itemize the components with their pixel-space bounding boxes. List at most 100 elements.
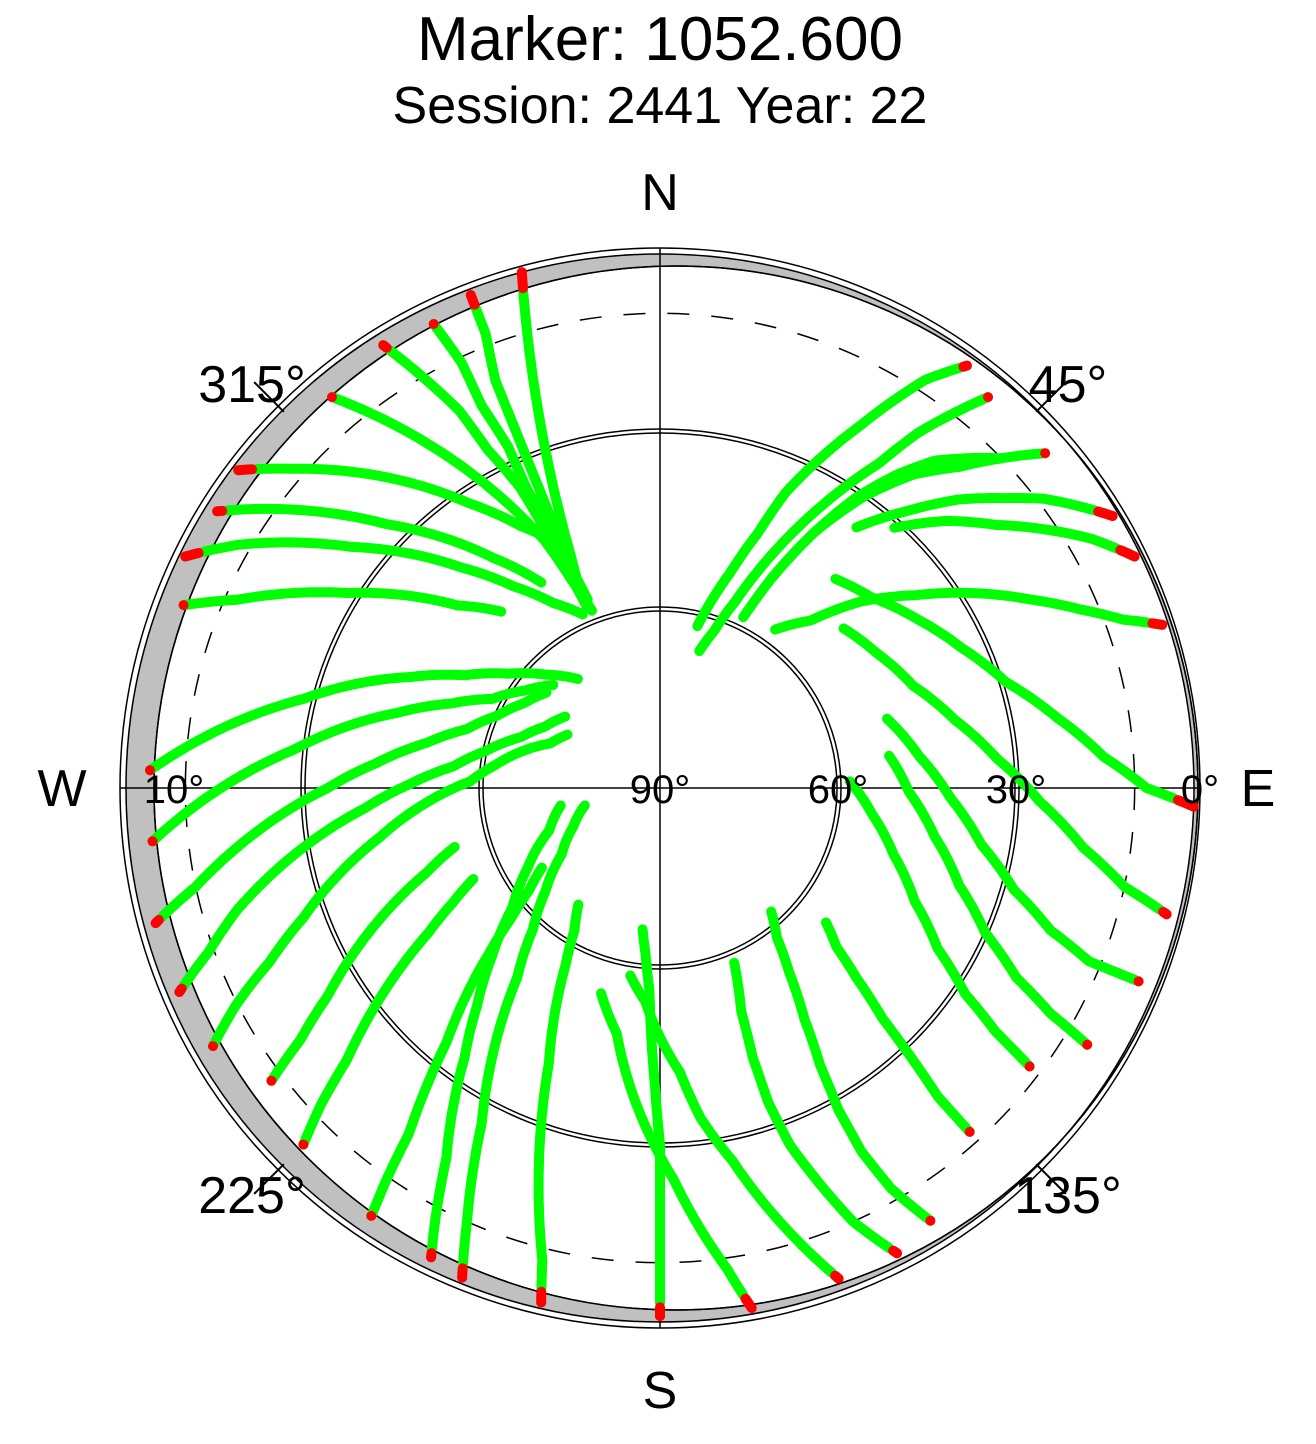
azimuth-label-45: 45° — [1029, 356, 1108, 414]
elevation-label-60: 60° — [808, 768, 869, 812]
satellite-track-23 — [298, 874, 479, 1150]
elevation-label-30: 30° — [986, 768, 1047, 812]
satellite-track-28 — [147, 680, 559, 847]
satellite-track-1 — [692, 360, 972, 632]
track-segment-tracked — [770, 587, 1154, 635]
track-start-point — [147, 836, 158, 847]
azimuth-tick-315 — [253, 381, 285, 413]
track-segment-tracked — [533, 899, 584, 1294]
satellite-track-8 — [830, 573, 1199, 812]
track-start-point — [178, 600, 189, 611]
azimuth-label-315: 315° — [198, 356, 306, 414]
azimuth-ticks — [253, 381, 1067, 1195]
cardinal-north-label: N — [641, 164, 679, 222]
satellite-track-21 — [426, 800, 566, 1263]
satellite-tracks — [145, 267, 1199, 1322]
satellite-track-22 — [366, 862, 547, 1221]
cardinal-south-label: S — [643, 1362, 678, 1420]
track-start-point — [892, 1248, 902, 1259]
track-segment-tracked — [830, 573, 1180, 804]
satellite-track-14 — [766, 906, 936, 1226]
track-start-point — [327, 392, 337, 403]
track-start-point — [208, 1041, 218, 1052]
track-segment-tracked — [694, 392, 993, 657]
track-start-point — [465, 290, 476, 300]
track-start-point — [180, 551, 191, 562]
track-segment-tracked — [198, 537, 588, 620]
track-start-point — [961, 360, 972, 371]
track-start-point — [964, 1126, 975, 1137]
satellite-track-29 — [145, 668, 583, 776]
satellite-track-31 — [180, 537, 588, 620]
azimuth-tick-45 — [1035, 381, 1067, 413]
track-segment-tracked — [157, 687, 552, 922]
track-segment-tracked — [889, 515, 1122, 554]
track-start-point — [378, 340, 389, 351]
chart-title: Marker: 1052.600 — [417, 5, 903, 74]
cardinal-west-label: W — [37, 760, 86, 818]
track-start-point — [457, 1272, 468, 1283]
track-segment-tracked — [884, 750, 1093, 1050]
track-segment-tracked — [145, 668, 583, 776]
track-segment-tracked — [179, 711, 571, 991]
satellite-track-4 — [766, 448, 1051, 584]
track-segment-tracked — [838, 623, 1165, 915]
satellite-track-2 — [694, 392, 993, 657]
satellite-track-7 — [770, 587, 1168, 635]
satellite-track-6 — [889, 515, 1140, 562]
satellite-track-19 — [533, 899, 584, 1308]
track-start-point — [233, 465, 244, 476]
satellite-track-30 — [178, 587, 507, 617]
cardinal-east-label: E — [1241, 760, 1276, 818]
track-segment-tracked — [851, 493, 1101, 533]
track-start-point — [150, 918, 161, 929]
elevation-label-90: 90° — [630, 768, 691, 812]
satellite-track-13 — [821, 917, 975, 1137]
track-start-point — [746, 1303, 757, 1313]
track-start-point — [655, 1311, 665, 1322]
track-segment-tracked — [208, 729, 573, 1052]
elevation-label-10: 10° — [144, 768, 205, 812]
azimuth-label-135: 135° — [1014, 1167, 1122, 1225]
track-segment-tracked — [178, 587, 507, 617]
chart-subtitle: Session: 2441 Year: 22 — [393, 77, 928, 135]
track-segment-tracked — [637, 924, 665, 1308]
satellite-track-15 — [729, 957, 902, 1259]
elevation-label-0: 0° — [1181, 768, 1219, 812]
track-segment-tracked — [222, 503, 547, 588]
track-start-point — [266, 1075, 277, 1086]
track-start-point — [1129, 551, 1140, 562]
satellite-track-27 — [150, 687, 552, 929]
track-segment-tracked — [692, 362, 965, 632]
track-start-point — [536, 1297, 547, 1308]
track-segment-tracked — [426, 800, 566, 1254]
track-start-point — [1107, 511, 1118, 521]
satellite-track-38 — [516, 267, 585, 595]
track-start-point — [366, 1210, 377, 1221]
azimuth-label-225: 225° — [198, 1167, 306, 1225]
satellite-track-18 — [637, 924, 665, 1322]
track-start-point — [925, 1215, 936, 1226]
satellite-track-26 — [174, 711, 571, 997]
satellite-track-32 — [212, 503, 547, 588]
track-start-point — [1188, 801, 1199, 812]
satellite-track-20 — [457, 800, 590, 1283]
track-segment-tracked — [458, 800, 590, 1269]
satellite-track-11 — [884, 750, 1093, 1050]
track-start-point — [1161, 909, 1172, 920]
track-segment-tracked — [266, 841, 460, 1086]
satellite-track-12 — [844, 776, 1035, 1072]
track-segment-tracked — [298, 874, 479, 1150]
track-start-point — [298, 1139, 309, 1150]
track-segment-tracked — [366, 862, 547, 1221]
track-start-point — [516, 267, 527, 278]
track-segment-tracked — [766, 448, 1051, 584]
track-start-point — [212, 506, 223, 517]
track-start-point — [145, 765, 155, 776]
satellite-track-9 — [838, 623, 1172, 920]
satellite-track-5 — [851, 493, 1118, 533]
track-start-point — [1157, 619, 1168, 630]
satellite-track-33 — [233, 463, 568, 551]
azimuth-tick-135 — [1035, 1163, 1067, 1195]
